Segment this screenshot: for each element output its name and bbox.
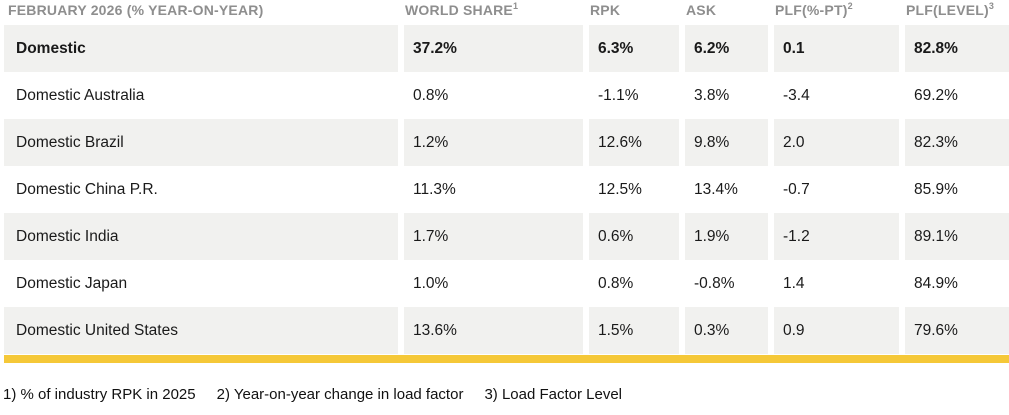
table-body: Domestic 37.2% 6.3% 6.2% 0.1 82.8% Domestic Au… <box>0 25 1009 354</box>
column-header-ask: ASK <box>685 0 768 18</box>
cell-plf-pt: 2.0 <box>774 119 899 166</box>
table-row: Domestic Japan 1.0% 0.8% -0.8% 1.4 84.9% <box>0 260 1009 307</box>
row-label-cell: Domestic Brazil <box>4 119 398 166</box>
cell-rpk: 12.6% <box>589 119 679 166</box>
table-header-row: FEBRUARY 2026 (% YEAR-ON-YEAR) WORLD SHA… <box>0 0 1009 25</box>
table-row: Domestic United States 13.6% 1.5% 0.3% 0.9 79… <box>0 307 1009 354</box>
cell-plf-level: 84.9% <box>914 274 958 292</box>
cell-ask: 1.9% <box>685 213 768 260</box>
cell-rpk: 6.3% <box>589 25 679 72</box>
cell-ask: 3.8% <box>694 86 730 104</box>
cell-plf-level: 85.9% <box>914 180 958 198</box>
cell-world-share: 11.3% <box>413 180 456 198</box>
cell-plf-pt: -1.2 <box>774 213 899 260</box>
footnote-marker: 3 <box>988 1 995 11</box>
column-header-plf-pt: PLF(%-PT)2 <box>774 0 899 19</box>
cell-world-share: 1.7% <box>404 213 583 260</box>
table-row: Domestic China P.R. 11.3% 12.5% 13.4% -0.7 85… <box>0 166 1009 213</box>
column-header-label: RPK <box>590 2 621 18</box>
footnote-marker: 2 <box>847 1 853 11</box>
table-row: Domestic 37.2% 6.3% 6.2% 0.1 82.8% <box>0 25 1009 72</box>
table-row: Domestic Brazil 1.2% 12.6% 9.8% 2.0 82.3% <box>0 119 1009 166</box>
row-label-cell: Domestic Australia <box>16 86 145 104</box>
row-label-cell: Domestic United States <box>4 307 398 354</box>
cell-ask: 13.4% <box>694 180 738 198</box>
cell-world-share: 1.0% <box>413 274 449 292</box>
cell-plf-level: 82.3% <box>905 119 1009 166</box>
cell-rpk: -1.1% <box>598 86 639 104</box>
column-header-label: WORLD SHARE <box>405 2 513 18</box>
cell-world-share: 37.2% <box>404 25 583 72</box>
cell-rpk: 0.6% <box>589 213 679 260</box>
cell-plf-pt: -3.4 <box>783 86 810 104</box>
accent-bar <box>4 355 1009 363</box>
cell-plf-level: 82.8% <box>905 25 1009 72</box>
cell-ask: 6.2% <box>685 25 768 72</box>
cell-world-share: 13.6% <box>404 307 583 354</box>
row-label-cell: Domestic Japan <box>16 274 128 292</box>
row-label-cell: Domestic <box>4 25 398 72</box>
cell-plf-pt: 0.9 <box>774 307 899 354</box>
row-label-cell: Domestic China P.R. <box>16 180 158 198</box>
table-row: Domestic India 1.7% 0.6% 1.9% -1.2 89.1% <box>0 213 1009 260</box>
column-header-world-share: WORLD SHARE1 <box>404 0 583 19</box>
column-header-label: ASK <box>686 2 717 18</box>
cell-ask: -0.8% <box>694 274 735 292</box>
column-header-rpk: RPK <box>589 0 679 18</box>
cell-ask: 9.8% <box>685 119 768 166</box>
cell-rpk: 0.8% <box>598 274 634 292</box>
footnote: 1) % of industry RPK in 2025 <box>3 386 196 403</box>
cell-plf-level: 69.2% <box>914 86 958 104</box>
cell-rpk: 12.5% <box>598 180 642 198</box>
cell-ask: 0.3% <box>685 307 768 354</box>
table-row: Domestic Australia 0.8% -1.1% 3.8% -3.4 69.2% <box>0 72 1009 119</box>
footnote-marker: 1 <box>512 1 519 11</box>
column-header-plf-level: PLF(LEVEL)3 <box>905 0 1009 19</box>
footnote: 3) Load Factor Level <box>484 386 623 403</box>
cell-plf-pt: 0.1 <box>774 25 899 72</box>
cell-world-share: 1.2% <box>404 119 583 166</box>
cell-world-share: 0.8% <box>413 86 449 104</box>
cell-rpk: 1.5% <box>589 307 679 354</box>
column-header-label: PLF(LEVEL) <box>906 2 989 18</box>
cell-plf-pt: 1.4 <box>783 274 805 292</box>
row-label-cell: Domestic India <box>4 213 398 260</box>
footnote: 2) Year-on-year change in load factor <box>216 386 464 403</box>
footnotes: 1) % of industry RPK in 2025 2) Year-on-y… <box>3 386 622 403</box>
table-title: FEBRUARY 2026 (% YEAR-ON-YEAR) <box>8 2 264 18</box>
cell-plf-pt: -0.7 <box>783 180 810 198</box>
cell-plf-level: 79.6% <box>905 307 1009 354</box>
column-header-label: PLF(%-PT) <box>775 2 848 18</box>
cell-plf-level: 89.1% <box>905 213 1009 260</box>
